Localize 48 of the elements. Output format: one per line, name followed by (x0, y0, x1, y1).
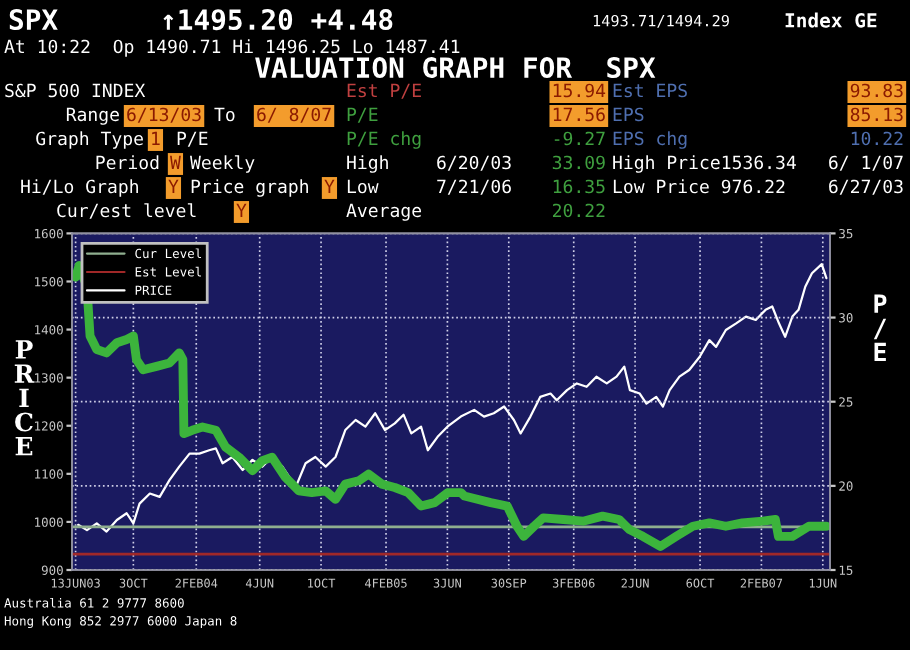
text: High Price1536.34 (613, 155, 796, 173)
text: W (170, 155, 181, 170)
text: P/E (177, 131, 208, 147)
text: SPX (9, 9, 58, 31)
text: 17.56 (553, 107, 605, 122)
text: Index GE (785, 12, 877, 28)
text: 20.22 (552, 203, 605, 218)
text: Average (346, 203, 422, 221)
text: Price graph (191, 179, 308, 197)
text: 6/ 1/07 (829, 155, 903, 171)
text: Y (168, 179, 179, 194)
text: 85.13 (850, 107, 903, 122)
text: Low Price 976.22 (613, 179, 785, 194)
text: 1 (152, 131, 160, 146)
text: S&P 500 INDEX (5, 83, 146, 98)
y-axis-title: PRICE (14, 340, 35, 456)
text: Y (324, 179, 335, 194)
text: Graph Type (36, 131, 143, 149)
text: 15.94 (553, 83, 606, 98)
text: 16.35 (553, 179, 605, 194)
text: Y (236, 203, 247, 218)
text: Weekly (190, 155, 255, 173)
text: High (347, 155, 388, 173)
text: Period (96, 155, 159, 170)
text: To (214, 107, 235, 122)
text: P/E (347, 107, 378, 123)
text: Range (66, 107, 119, 125)
text: 6/27/03 (829, 179, 903, 195)
text: 33.09 (552, 155, 605, 170)
y2-axis-title: P/E (873, 294, 887, 362)
text: Low (347, 179, 379, 194)
text: At 10:22 Op 1490.71 Hi 1496.25 Lo 1487.41 (4, 39, 460, 57)
text: Est P/E (347, 83, 421, 99)
text: 6/ 8/07 (257, 107, 331, 123)
text: -9.27 (554, 131, 605, 146)
text: ↑1495.20 +4.48 (163, 9, 393, 31)
chart-title: VALUATION GRAPH FOR SPX (255, 57, 656, 79)
text: 7/21/06 (437, 179, 511, 195)
text: 6/13/03 (127, 107, 201, 123)
text: P/E chg (347, 131, 421, 149)
text: EPS (613, 107, 644, 122)
text: 93.83 (850, 83, 903, 98)
text: 10.22 (851, 131, 903, 146)
text: Hi/Lo Graph (21, 179, 138, 197)
text: 6/20/03 (437, 155, 511, 171)
text: Cur/est level (57, 203, 196, 219)
text: Est EPS (613, 83, 687, 98)
text: EPS chg (613, 131, 687, 149)
